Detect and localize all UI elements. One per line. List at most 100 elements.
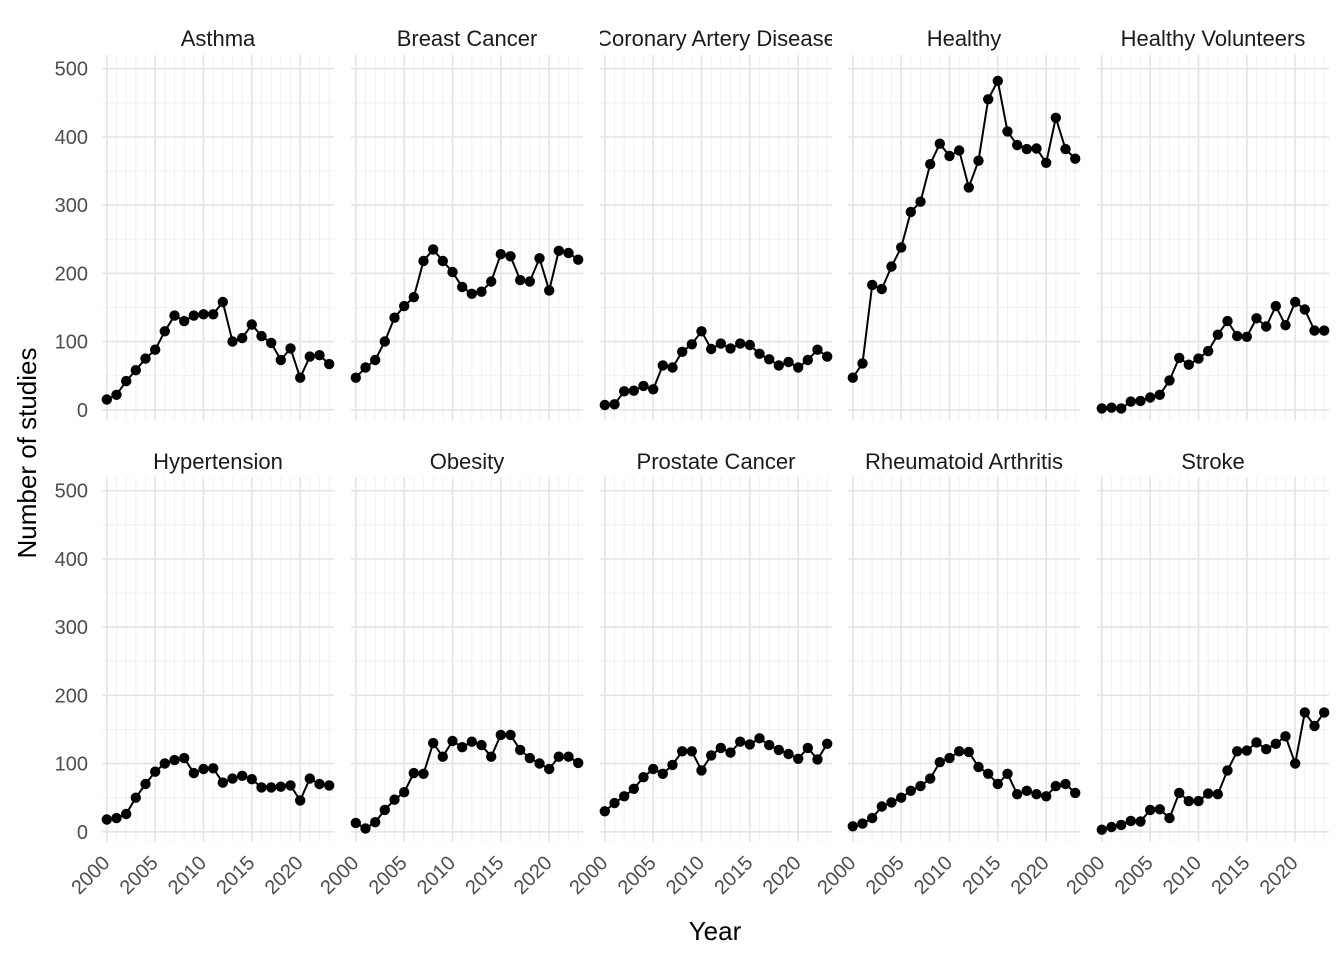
data-point	[1145, 392, 1156, 403]
data-point	[1270, 300, 1282, 312]
data-point	[304, 351, 315, 362]
y-tick-label: 200	[55, 263, 88, 285]
data-point	[764, 354, 775, 365]
x-tick-label: 2020	[261, 852, 308, 899]
data-point	[793, 753, 804, 764]
data-point	[619, 791, 630, 802]
data-point	[428, 244, 439, 255]
data-point	[101, 394, 113, 405]
data-point	[1241, 745, 1253, 756]
data-point	[573, 254, 584, 265]
series-line	[1101, 300, 1325, 410]
data-point	[563, 751, 574, 762]
y-tick-label: 400	[55, 549, 88, 571]
data-point	[905, 785, 916, 796]
data-point	[754, 733, 765, 744]
data-point	[399, 787, 410, 798]
data-point	[1135, 816, 1146, 827]
data-point	[886, 261, 897, 272]
data-point	[773, 360, 784, 371]
data-point	[677, 346, 688, 357]
data-point	[101, 814, 113, 825]
facet-panel-rheumatoid-arthritis: Rheumatoid Arthritis 2000 2005 2010 2015 2020	[813, 449, 1081, 899]
data-point	[1280, 731, 1291, 742]
data-point	[505, 251, 516, 262]
data-point	[812, 344, 823, 355]
data-point	[179, 752, 190, 764]
data-point	[179, 315, 190, 327]
data-point	[857, 358, 868, 369]
data-point	[418, 255, 429, 267]
data-point	[217, 777, 228, 788]
data-point	[1031, 789, 1042, 800]
data-point	[1193, 353, 1204, 364]
data-point	[1212, 329, 1224, 340]
data-point	[1309, 325, 1320, 336]
series-line	[106, 299, 330, 401]
data-point	[237, 770, 248, 781]
data-point	[609, 399, 620, 410]
data-point	[696, 326, 707, 337]
data-point	[992, 75, 1003, 87]
facet-strip-label: Healthy	[927, 26, 1002, 51]
data-point	[822, 351, 833, 362]
data-point	[350, 817, 361, 829]
data-point	[1002, 768, 1013, 779]
data-point	[495, 729, 506, 741]
y-tick-label: 400	[55, 127, 88, 149]
data-point	[667, 759, 678, 771]
data-point	[715, 742, 726, 754]
data-point	[754, 348, 765, 359]
data-point	[389, 794, 400, 805]
data-point	[466, 288, 477, 299]
data-point	[1096, 824, 1108, 835]
data-point	[963, 182, 974, 193]
data-point	[657, 360, 668, 371]
facet-strip-label: Prostate Cancer	[637, 449, 796, 474]
data-point	[1174, 787, 1185, 799]
data-point	[1261, 321, 1272, 332]
data-point	[1021, 143, 1032, 155]
x-tick-label: 2020	[510, 852, 557, 899]
data-point	[447, 266, 458, 278]
facet-panel-hypertension: Hypertension 0 100 200 300 400 500 2000 2005 2010…	[55, 449, 335, 899]
data-point	[1319, 325, 1330, 336]
series-line	[355, 247, 579, 379]
data-point	[1183, 795, 1195, 807]
data-point	[744, 739, 755, 750]
x-tick-label: 2005	[862, 852, 909, 899]
facet-strip-label: Stroke	[1181, 449, 1245, 474]
data-point	[553, 245, 564, 256]
facet-strip-label: Asthma	[181, 26, 256, 51]
facet-strip-label: Hypertension	[153, 449, 283, 474]
data-point	[1116, 819, 1127, 831]
data-point	[544, 285, 555, 296]
data-point	[1070, 153, 1081, 164]
data-point	[1251, 313, 1262, 324]
facet-strip-label: Breast Cancer	[397, 26, 538, 51]
x-tick-label: 2000	[1062, 852, 1109, 899]
data-point	[1212, 789, 1224, 800]
data-point	[802, 742, 813, 754]
data-point	[867, 812, 878, 824]
data-point	[266, 782, 277, 793]
data-point	[1012, 139, 1023, 151]
data-point	[198, 763, 209, 775]
data-point	[169, 754, 180, 766]
data-point	[857, 818, 868, 829]
x-tick-label: 2015	[212, 852, 259, 899]
facet-panel-stroke: Stroke 2000 2005 2010 2015 2020	[1062, 449, 1330, 899]
data-point	[1299, 304, 1311, 315]
series-line	[852, 750, 1076, 828]
x-tick-label: 2000	[813, 852, 860, 899]
data-point	[954, 746, 965, 757]
data-point	[437, 255, 448, 267]
data-point	[256, 782, 267, 793]
data-point	[389, 312, 400, 323]
facet-strip-label: Obesity	[430, 449, 505, 474]
data-point	[706, 750, 717, 761]
x-tick-label: 2005	[365, 852, 412, 899]
y-axis-title: Number of studies	[12, 348, 42, 559]
data-point	[159, 326, 170, 337]
data-point	[150, 344, 161, 355]
